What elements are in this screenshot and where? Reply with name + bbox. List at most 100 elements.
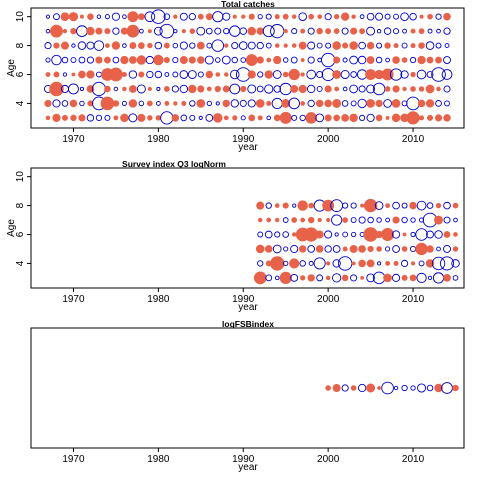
negative-residual-point [341,384,349,392]
positive-residual-point [86,70,95,79]
positive-residual-point [247,26,257,36]
positive-residual-point [266,57,272,63]
positive-residual-point [78,70,86,79]
positive-residual-point [392,216,400,224]
positive-residual-point [273,55,282,65]
panel-title: Total catches [221,0,275,9]
negative-residual-point [151,9,166,24]
negative-residual-point [112,56,120,64]
negative-residual-point [62,72,68,77]
negative-residual-point [283,246,289,252]
negative-residual-point [383,99,392,108]
positive-residual-point [340,12,350,21]
positive-residual-point [274,14,280,20]
negative-residual-point [79,100,85,107]
positive-residual-point [147,42,153,49]
negative-residual-point [331,214,343,226]
negative-residual-point [256,41,264,50]
positive-residual-point [435,56,442,64]
negative-residual-point [342,57,348,63]
positive-residual-point [359,28,366,35]
positive-residual-point [384,86,391,92]
negative-residual-point [367,216,374,224]
positive-residual-point [205,70,214,79]
x-tick-label: 1970 [62,134,85,145]
positive-residual-point [163,56,170,64]
negative-residual-point [271,97,283,109]
negative-residual-point [153,26,163,36]
plot-frame [30,167,465,289]
positive-residual-point [240,85,247,93]
negative-residual-point [180,114,188,122]
negative-residual-point [393,28,400,35]
positive-residual-point [385,203,390,208]
negative-residual-point [240,115,246,121]
positive-residual-point [283,43,288,48]
negative-residual-point [325,42,332,49]
positive-residual-point [418,42,425,49]
positive-residual-point [121,71,127,78]
x-axis-label: year [238,302,258,313]
negative-residual-point [53,13,60,21]
negative-residual-point [257,231,264,238]
negative-residual-point [45,28,51,34]
x-tick-label: 1970 [62,294,85,305]
negative-residual-point [426,202,434,209]
y-tick-label: 4 [15,100,26,106]
positive-residual-point [443,12,451,21]
positive-residual-point [417,55,426,65]
positive-residual-point [120,113,129,123]
x-tick-label: 1970 [62,454,85,465]
negative-residual-point [229,83,241,95]
positive-residual-point [360,275,365,280]
negative-residual-point [434,230,443,239]
negative-residual-point [443,201,451,210]
positive-residual-point [410,28,416,34]
negative-residual-point [376,28,382,34]
negative-residual-point [432,272,445,284]
positive-residual-point [256,56,264,64]
negative-residual-point [340,69,350,80]
negative-residual-point [229,25,241,37]
negative-residual-point [111,12,121,21]
negative-residual-point [144,11,156,23]
positive-residual-point [375,99,383,108]
positive-residual-point [188,84,197,94]
positive-residual-point [426,56,434,64]
negative-residual-point [426,384,434,392]
negative-residual-point [282,217,289,223]
panel-title: logFSBindex [222,319,274,329]
positive-residual-point [300,217,306,223]
x-tick-label: 1990 [232,294,255,305]
negative-residual-point [155,100,161,106]
positive-residual-point [377,386,381,390]
negative-residual-point [351,231,357,238]
positive-residual-point [307,274,315,282]
y-axis-label: Age [6,219,17,237]
negative-residual-point [401,216,408,224]
negative-residual-point [342,231,349,238]
positive-residual-point [443,231,451,238]
x-axis-label: year [238,462,258,473]
negative-residual-point [376,42,383,49]
positive-residual-point [279,271,292,284]
positive-residual-point [300,275,306,281]
negative-residual-point [366,12,375,21]
positive-residual-point [410,86,416,92]
positive-residual-point [385,115,390,120]
negative-residual-point [206,42,213,49]
positive-residual-point [214,85,221,93]
positive-residual-point [333,56,341,64]
positive-residual-point [300,28,306,34]
negative-residual-point [401,384,408,392]
positive-residual-point [163,86,170,92]
positive-residual-point [181,29,186,34]
negative-residual-point [112,27,120,35]
positive-residual-point [147,29,152,34]
positive-residual-point [53,71,60,78]
negative-residual-point [350,71,357,78]
negative-residual-point [359,14,365,20]
positive-residual-point [188,56,196,64]
positive-residual-point [427,13,433,20]
negative-residual-point [95,114,103,122]
